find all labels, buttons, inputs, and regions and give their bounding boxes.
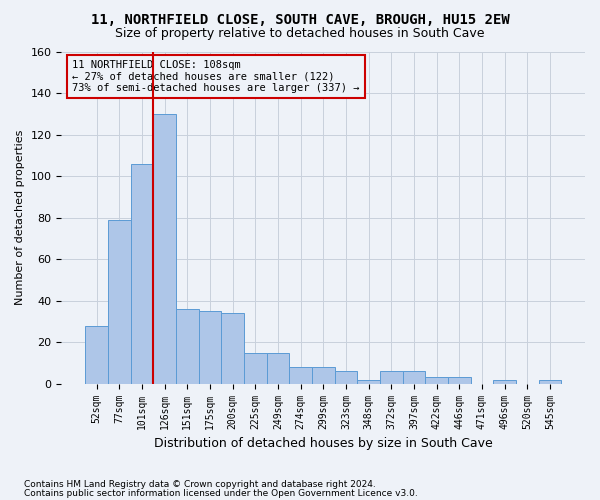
Bar xyxy=(221,313,244,384)
Bar xyxy=(176,309,199,384)
Bar xyxy=(493,380,516,384)
X-axis label: Distribution of detached houses by size in South Cave: Distribution of detached houses by size … xyxy=(154,437,493,450)
Bar xyxy=(244,352,266,384)
Bar xyxy=(448,378,470,384)
Bar xyxy=(199,311,221,384)
Text: 11 NORTHFIELD CLOSE: 108sqm
← 27% of detached houses are smaller (122)
73% of se: 11 NORTHFIELD CLOSE: 108sqm ← 27% of det… xyxy=(72,60,359,93)
Text: Contains HM Land Registry data © Crown copyright and database right 2024.: Contains HM Land Registry data © Crown c… xyxy=(24,480,376,489)
Bar xyxy=(425,378,448,384)
Bar xyxy=(539,380,561,384)
Text: Size of property relative to detached houses in South Cave: Size of property relative to detached ho… xyxy=(115,28,485,40)
Bar xyxy=(312,367,335,384)
Bar xyxy=(403,371,425,384)
Bar xyxy=(289,367,312,384)
Text: 11, NORTHFIELD CLOSE, SOUTH CAVE, BROUGH, HU15 2EW: 11, NORTHFIELD CLOSE, SOUTH CAVE, BROUGH… xyxy=(91,12,509,26)
Bar xyxy=(335,371,357,384)
Bar xyxy=(380,371,403,384)
Text: Contains public sector information licensed under the Open Government Licence v3: Contains public sector information licen… xyxy=(24,489,418,498)
Bar xyxy=(85,326,108,384)
Bar xyxy=(153,114,176,384)
Y-axis label: Number of detached properties: Number of detached properties xyxy=(15,130,25,306)
Bar xyxy=(108,220,131,384)
Bar xyxy=(131,164,153,384)
Bar xyxy=(357,380,380,384)
Bar xyxy=(266,352,289,384)
